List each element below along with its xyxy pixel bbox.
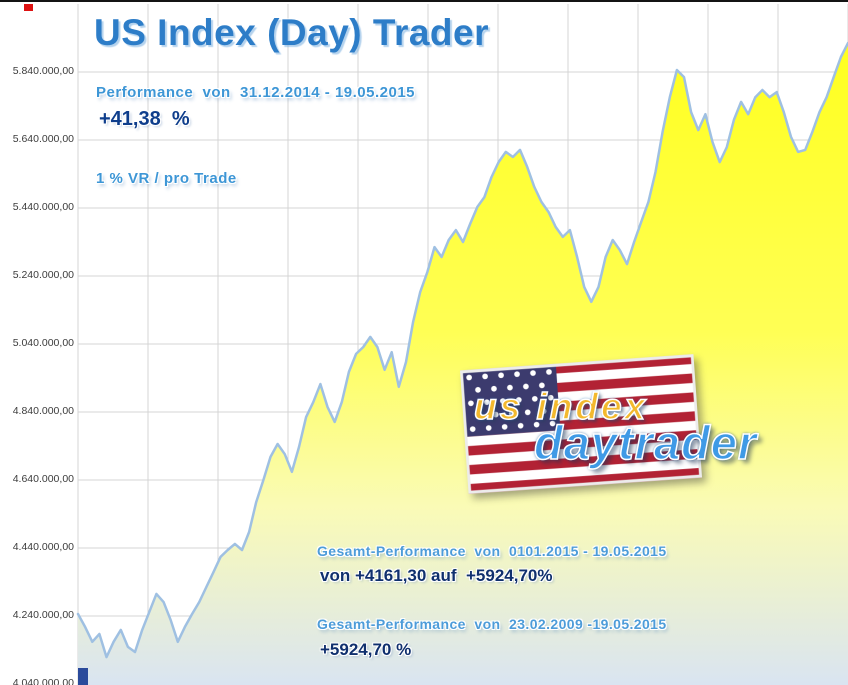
- y-axis-label: 4.840.000,00: [12, 405, 74, 417]
- y-axis-label: 4.440.000,00: [12, 541, 74, 553]
- us-flag-icon: [459, 354, 703, 494]
- performance-period-label: Performance von 31.12.2014 - 19.05.2015: [96, 84, 416, 101]
- total-performance-alltime-label: Gesamt-Performance von 23.02.2009 -19.05…: [317, 616, 667, 632]
- logo-text-daytrader: daytrader: [533, 415, 758, 470]
- y-axis-label: 4.640.000,00: [12, 473, 74, 485]
- page-title: US Index (Day) Trader: [94, 12, 490, 53]
- y-axis-label: 5.840.000,00: [12, 65, 74, 77]
- y-axis-label: 5.640.000,00: [12, 133, 74, 145]
- risk-per-trade-label: 1 % VR / pro Trade: [96, 170, 237, 187]
- y-axis-label: 4.240.000,00: [12, 609, 74, 621]
- y-axis-label: 5.240.000,00: [12, 269, 74, 281]
- y-axis-label: 5.440.000,00: [12, 201, 74, 213]
- logo-text-us-index: us index: [473, 385, 649, 428]
- total-performance-ytd-label: Gesamt-Performance von 0101.2015 - 19.05…: [317, 543, 667, 559]
- total-performance-ytd-value: von +4161,30 auf +5924,70%: [320, 566, 553, 585]
- y-axis-label: 5.040.000,00: [12, 337, 74, 349]
- red-marker: [24, 4, 33, 11]
- total-performance-alltime-value: +5924,70 %: [320, 640, 412, 659]
- performance-value: +41,38 %: [99, 108, 190, 130]
- brand-logo: us index daytrader: [458, 352, 798, 502]
- y-axis-label: 4.040.000,00: [12, 677, 74, 685]
